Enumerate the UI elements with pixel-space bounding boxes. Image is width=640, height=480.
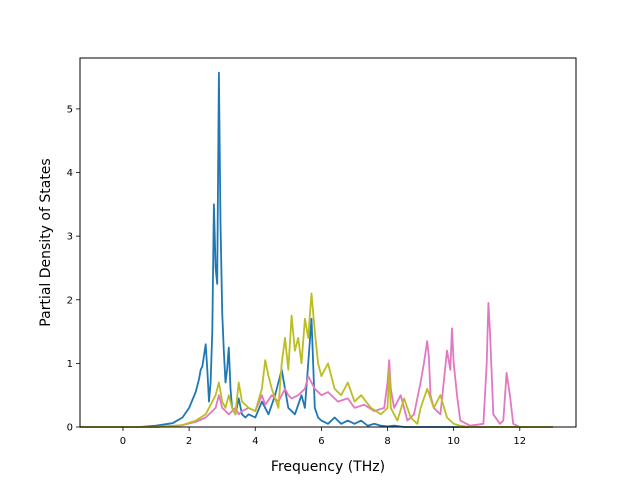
- x-tick-label: 10: [447, 436, 460, 447]
- x-axis-title: Frequency (THz): [271, 459, 385, 475]
- y-tick-label: 2: [67, 295, 73, 306]
- y-tick-label: 1: [67, 359, 73, 370]
- series-line-2: [80, 302, 553, 428]
- x-tick-label: 8: [384, 436, 390, 447]
- y-axis-title: Partial Density of States: [38, 158, 54, 326]
- plot-frame: [79, 57, 577, 428]
- series-layer: [80, 71, 553, 428]
- x-tick-label: 12: [513, 436, 526, 447]
- x-tick-label: 0: [120, 436, 126, 447]
- y-tick-label: 4: [67, 168, 73, 179]
- y-tick-label: 5: [67, 104, 73, 115]
- x-tick-label: 4: [252, 436, 258, 447]
- series-line-3: [80, 292, 553, 428]
- y-tick-label: 0: [67, 423, 73, 434]
- series-line-1: [80, 71, 553, 428]
- x-tick-label: 6: [318, 436, 324, 447]
- x-ticks: 0 2 4 6 8 10 12: [120, 427, 526, 447]
- y-tick-label: 3: [67, 232, 73, 243]
- x-tick-label: 2: [186, 436, 192, 447]
- y-ticks: 0 1 2 3 4 5: [67, 104, 80, 434]
